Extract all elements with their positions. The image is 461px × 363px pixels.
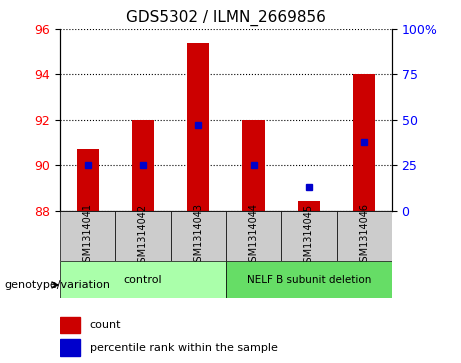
- Bar: [132, 120, 154, 211]
- Text: control: control: [124, 274, 162, 285]
- Text: GSM1314042: GSM1314042: [138, 203, 148, 269]
- Bar: [77, 149, 99, 211]
- Title: GDS5302 / ILMN_2669856: GDS5302 / ILMN_2669856: [126, 10, 326, 26]
- Bar: [226, 261, 392, 298]
- Bar: [281, 211, 337, 261]
- Bar: [242, 120, 265, 211]
- Bar: [187, 42, 209, 211]
- Text: GSM1314046: GSM1314046: [359, 203, 369, 269]
- Bar: [115, 211, 171, 261]
- Text: GSM1314045: GSM1314045: [304, 203, 314, 269]
- Bar: [60, 211, 115, 261]
- Bar: [60, 339, 80, 356]
- Bar: [60, 261, 226, 298]
- Bar: [337, 211, 392, 261]
- Text: GSM1314043: GSM1314043: [193, 203, 203, 269]
- Text: count: count: [90, 321, 121, 330]
- Text: GSM1314044: GSM1314044: [248, 203, 259, 269]
- Bar: [353, 74, 375, 211]
- Text: GSM1314041: GSM1314041: [83, 203, 93, 269]
- Text: percentile rank within the sample: percentile rank within the sample: [90, 343, 278, 352]
- Bar: [298, 201, 320, 211]
- Bar: [60, 317, 80, 333]
- Bar: [226, 211, 281, 261]
- Text: NELF B subunit deletion: NELF B subunit deletion: [247, 274, 371, 285]
- Bar: [171, 211, 226, 261]
- Text: genotype/variation: genotype/variation: [5, 280, 111, 290]
